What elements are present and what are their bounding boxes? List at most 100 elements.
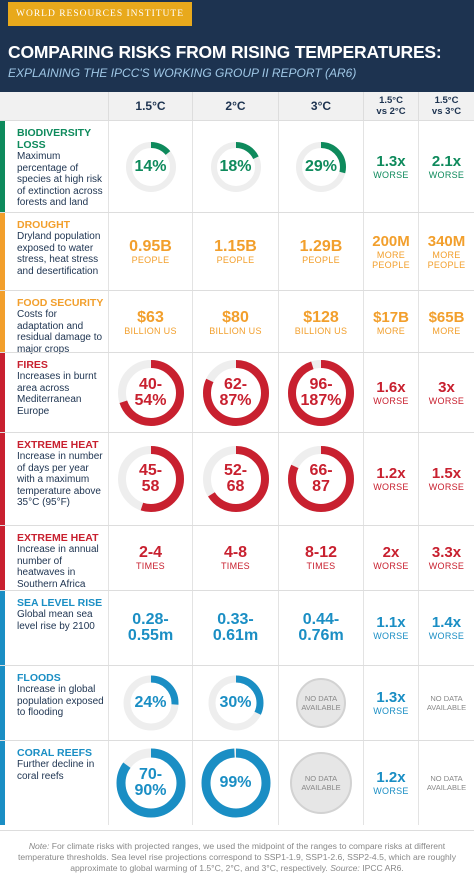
row: EXTREME HEAT Increase in annual number of…: [0, 525, 474, 590]
cell: 3x WORSE: [418, 353, 474, 432]
value: 52-: [223, 462, 248, 479]
unit: MORE PEOPLE: [372, 249, 410, 270]
cell: 40- 54%: [108, 353, 192, 432]
cell: $63 BILLION US: [108, 291, 192, 355]
value: 87%: [219, 391, 252, 409]
no-data: AVAILABLE: [426, 703, 467, 712]
unit: WORSE: [428, 561, 465, 571]
value: 1.5x: [431, 465, 462, 482]
value: 45-: [138, 462, 163, 479]
cell: 1.5x WORSE: [418, 433, 474, 525]
value: 0.95B: [129, 237, 172, 255]
cell: 0.44- 0.76m: [278, 591, 363, 665]
color-bar: [0, 433, 5, 525]
value: $128: [303, 309, 339, 326]
note-label: Note:: [28, 841, 50, 851]
color-bar: [0, 526, 5, 590]
description: Increase in number of days per year with…: [17, 451, 103, 508]
unit: PEOPLE: [131, 254, 170, 265]
column-heading-line: vs 3°C: [431, 106, 462, 117]
color-bar: [0, 741, 5, 825]
unit: MORE: [432, 326, 461, 336]
column-heading-line: 3°C: [310, 99, 332, 113]
row-label: EXTREME HEAT Increase in annual number of…: [0, 526, 108, 590]
column-heading: 1.5°C: [108, 92, 192, 120]
value: 0.61m: [212, 627, 259, 644]
cell: 4-8 TIMES: [192, 526, 278, 590]
cell: 14%: [108, 121, 192, 212]
ring-icon: [117, 446, 184, 512]
cell: $65B MORE: [418, 291, 474, 355]
value: 1.2x: [376, 465, 406, 482]
column-heading-line: 1.5°C: [434, 95, 459, 106]
value: 40-: [138, 375, 163, 393]
value: $17B: [373, 309, 409, 326]
ring-arc: [125, 141, 176, 192]
color-bar: [0, 591, 5, 665]
value: 14%: [134, 157, 167, 175]
unit: WORSE: [428, 169, 465, 180]
ring-arc: [117, 446, 184, 512]
cell: 1.2x WORSE: [363, 433, 418, 525]
value: 1.3x: [376, 689, 406, 706]
value: $63: [137, 309, 164, 326]
row-label: BIODIVERSITY LOSS Maximum percentage of s…: [0, 121, 108, 212]
description: Costs for adaptation and residual damage…: [17, 309, 103, 355]
unit: BILLION US: [209, 326, 262, 336]
ring-icon: [296, 678, 346, 728]
row-label: DROUGHT Dryland population exposed to wat…: [0, 213, 108, 290]
unit: TIMES: [306, 561, 336, 571]
cell: 96- 187%: [278, 353, 363, 432]
ring-arc: [202, 446, 269, 512]
value: 29%: [304, 157, 338, 175]
category: FIRES: [17, 359, 48, 371]
ring-icon: [210, 141, 261, 192]
row-label: FLOODS Increase in global population expo…: [0, 666, 108, 740]
source-label: Source:: [330, 863, 360, 873]
cell: 8-12 TIMES: [278, 526, 363, 590]
value: 1.2x: [376, 769, 406, 786]
value: 0.33-: [217, 611, 254, 628]
category: EXTREME HEAT: [17, 532, 99, 544]
value: 90%: [134, 782, 167, 799]
ring-arc: [288, 446, 354, 512]
column-heading: 3°C: [278, 92, 363, 120]
unit: BILLION US: [124, 326, 177, 336]
column-heading-line: vs 2°C: [376, 106, 406, 117]
description: Global mean sea level rise by 2100: [17, 609, 95, 632]
ring-icon: [288, 359, 354, 426]
unit: TIMES: [135, 561, 165, 571]
cell: 2.1x WORSE: [418, 121, 474, 212]
cell: 2x WORSE: [363, 526, 418, 590]
value: 187%: [300, 391, 342, 409]
value: 2-4: [138, 544, 163, 561]
cell: NO DATA AVAILABLE: [278, 666, 363, 740]
spacer: [0, 92, 108, 120]
value: 0.55m: [127, 627, 174, 644]
column-heading: 2°C: [192, 92, 278, 120]
cell: 52- 68: [192, 433, 278, 525]
cell: 62- 87%: [192, 353, 278, 432]
unit: WORSE: [428, 631, 465, 641]
no-data: NO DATA: [430, 774, 463, 783]
unit: MORE: [376, 326, 406, 336]
row: FLOODS Increase in global population expo…: [0, 665, 474, 740]
no-data: NO DATA: [430, 694, 463, 703]
cell: 1.29B PEOPLE: [278, 213, 363, 290]
value: 1.15B: [214, 237, 257, 255]
cell: NO DATA AVAILABLE: [278, 741, 363, 825]
ring-icon: [296, 141, 346, 192]
value: 0.28-: [132, 611, 169, 628]
ring-arc: [117, 359, 184, 426]
cell: 2-4 TIMES: [108, 526, 192, 590]
row-label: EXTREME HEAT Increase in number of days p…: [0, 433, 108, 525]
row: FOOD SECURITY Costs for adaptation and re…: [0, 290, 474, 355]
cell: 0.95B PEOPLE: [108, 213, 192, 290]
no-data-circle: [290, 752, 352, 814]
note: Note: For climate risks with projected r…: [0, 830, 474, 874]
note-text: For climate risks with projected ranges,…: [17, 841, 457, 873]
cell: 1.4x WORSE: [418, 591, 474, 665]
color-bar: [0, 666, 5, 740]
cell: 1.6x WORSE: [363, 353, 418, 432]
cell: 24%: [108, 666, 192, 740]
